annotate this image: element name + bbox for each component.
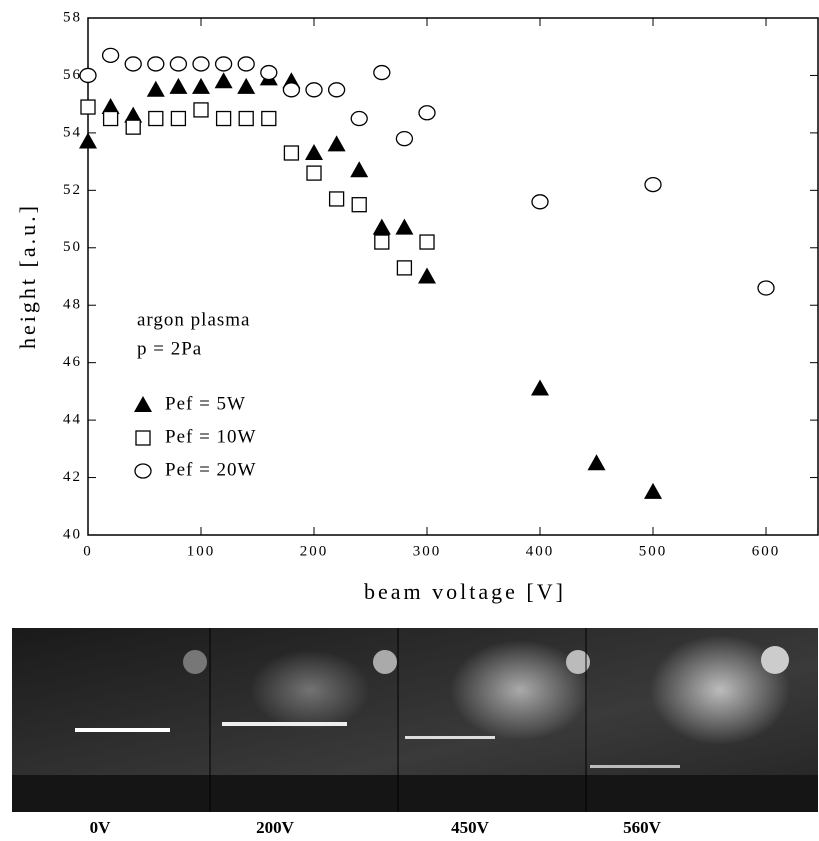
- square-marker: [374, 234, 390, 250]
- triangle-marker: [101, 98, 120, 115]
- circle-marker: [214, 56, 233, 72]
- photo-glow: [250, 650, 370, 730]
- square-marker: [328, 191, 345, 207]
- photo-caption: 560V: [623, 818, 662, 837]
- circle-marker: [531, 194, 549, 210]
- y-tick-label: 52: [63, 182, 82, 198]
- photo-streak: [75, 728, 170, 732]
- square-marker: [215, 110, 232, 127]
- circle-marker: [282, 82, 301, 98]
- y-tick-label: 40: [63, 526, 82, 542]
- triangle-marker: [531, 379, 550, 396]
- triangle-marker: [305, 143, 324, 160]
- triangle-marker: [395, 218, 414, 235]
- plot-frame: [87, 17, 819, 536]
- x-axis-label: beam voltage [V]: [364, 579, 566, 604]
- legend-label: Pef = 5W: [165, 393, 246, 414]
- square-marker: [306, 165, 322, 181]
- photo-caption: 450V: [451, 818, 490, 837]
- photo-spot: [183, 650, 207, 674]
- square-marker: [283, 145, 300, 161]
- x-tick-label: 200: [300, 543, 329, 559]
- square-marker: [419, 234, 435, 250]
- square-marker: [80, 99, 96, 115]
- photo-streak: [590, 765, 680, 768]
- y-axis-label: height [a.u.]: [15, 203, 40, 349]
- circle-marker: [644, 176, 662, 193]
- circle-marker: [373, 64, 391, 81]
- circle-marker: [237, 56, 255, 72]
- y-tick-label: 48: [63, 297, 82, 313]
- y-tick-label: 50: [63, 239, 82, 255]
- photo-caption: 0V: [90, 818, 112, 837]
- photo-spot: [761, 646, 789, 674]
- y-tick-label: 56: [63, 67, 82, 83]
- legend-marker: [135, 430, 151, 446]
- annotation: argon plasma: [137, 309, 251, 330]
- triangle-marker: [372, 218, 391, 235]
- y-tick-label: 42: [63, 469, 82, 485]
- circle-marker: [260, 64, 278, 81]
- square-marker: [351, 197, 367, 213]
- square-marker: [148, 110, 164, 127]
- circle-marker: [757, 280, 775, 296]
- triangle-marker: [327, 135, 346, 152]
- triangle-marker: [418, 267, 437, 284]
- triangle-marker: [146, 80, 165, 97]
- photo-spot: [373, 650, 397, 674]
- square-marker: [261, 110, 277, 127]
- annotation: p = 2Pa: [137, 338, 202, 359]
- photo-strip: [12, 628, 818, 812]
- photo-glow: [650, 635, 790, 745]
- circle-marker: [395, 130, 414, 147]
- triangle-marker: [192, 77, 211, 94]
- square-marker: [102, 110, 119, 127]
- square-marker: [125, 119, 141, 135]
- y-tick-label: 44: [63, 412, 82, 428]
- square-marker: [238, 110, 254, 127]
- x-tick-label: 400: [526, 543, 555, 559]
- legend-label: Pef = 10W: [165, 426, 256, 447]
- photo-streak: [222, 722, 347, 726]
- triangle-marker: [350, 161, 369, 178]
- circle-marker: [327, 82, 346, 98]
- y-tick-label: 58: [63, 9, 82, 25]
- y-tick-label: 54: [63, 124, 82, 140]
- triangle-marker: [644, 482, 663, 499]
- legend-marker: [134, 463, 152, 479]
- triangle-marker: [124, 106, 143, 123]
- circle-marker: [101, 47, 120, 63]
- circle-marker: [418, 105, 436, 121]
- square-marker: [396, 260, 413, 276]
- legend-label: Pef = 20W: [165, 459, 256, 480]
- y-tick-label: 46: [63, 354, 82, 370]
- x-tick-label: 500: [639, 543, 668, 559]
- square-marker: [170, 110, 187, 127]
- circle-marker: [79, 67, 97, 84]
- circle-marker: [350, 110, 368, 127]
- photo-floor: [12, 775, 818, 812]
- triangle-marker: [214, 72, 233, 89]
- photo-streak: [405, 736, 495, 739]
- triangle-marker: [79, 132, 97, 149]
- photo-caption: 200V: [256, 818, 295, 837]
- circle-marker: [192, 56, 210, 72]
- circle-marker: [169, 56, 188, 72]
- x-tick-label: 0: [83, 543, 93, 559]
- triangle-marker: [169, 77, 188, 94]
- x-tick-label: 100: [187, 543, 216, 559]
- x-tick-label: 600: [752, 543, 781, 559]
- x-tick-label: 300: [413, 543, 442, 559]
- circle-marker: [147, 56, 165, 72]
- photo-spot: [566, 650, 590, 674]
- circle-marker: [305, 82, 323, 98]
- triangle-marker: [237, 77, 256, 94]
- triangle-marker: [587, 454, 606, 471]
- square-marker: [193, 102, 209, 118]
- circle-marker: [124, 56, 142, 72]
- photo-glow: [450, 640, 590, 740]
- legend-marker: [134, 396, 152, 412]
